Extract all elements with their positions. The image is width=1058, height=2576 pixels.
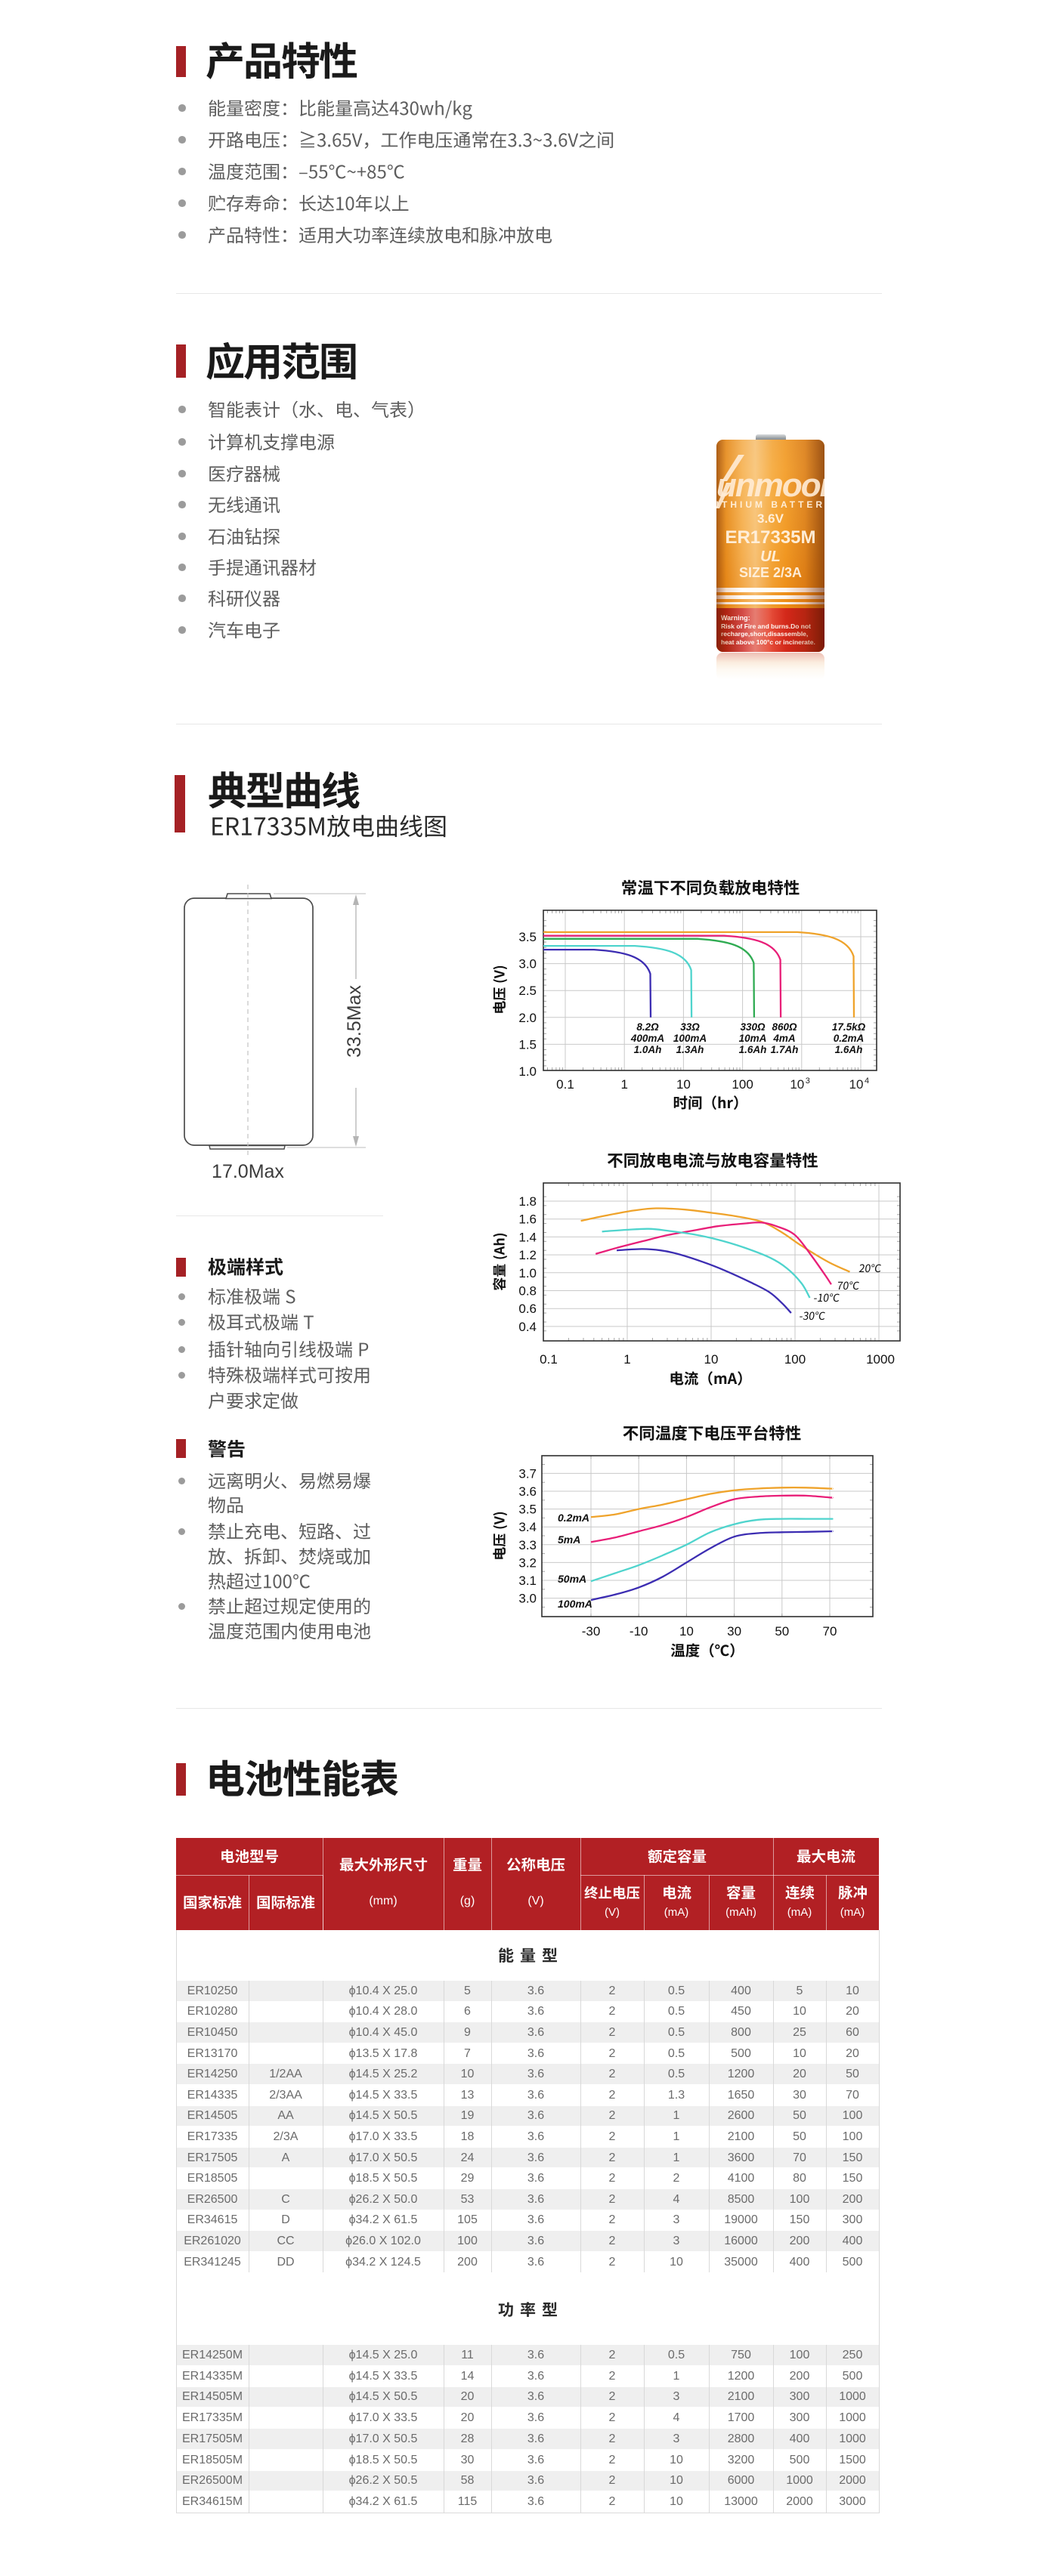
svg-text:33Ω: 33Ω [680, 1021, 700, 1033]
svg-text:70: 70 [823, 1624, 837, 1639]
svg-text:100mA: 100mA [558, 1598, 592, 1610]
svg-text:1.0Ah: 1.0Ah [634, 1044, 662, 1055]
svg-text:4mA: 4mA [772, 1033, 795, 1044]
svg-text:3.0: 3.0 [518, 1592, 537, 1606]
svg-text:330Ω: 330Ω [740, 1021, 766, 1033]
svg-text:10: 10 [790, 1077, 804, 1092]
svg-text:0.8: 0.8 [518, 1284, 537, 1299]
svg-text:-30: -30 [582, 1624, 601, 1639]
svg-text:0.2mA: 0.2mA [558, 1512, 589, 1524]
svg-text:17.5kΩ: 17.5kΩ [832, 1021, 866, 1033]
svg-text:10: 10 [679, 1624, 694, 1639]
svg-text:0.4: 0.4 [518, 1320, 537, 1334]
svg-text:1.0: 1.0 [518, 1064, 537, 1079]
svg-text:2.0: 2.0 [518, 1011, 537, 1025]
svg-text:1.6Ah: 1.6Ah [835, 1044, 863, 1055]
svg-text:1.4: 1.4 [518, 1230, 537, 1244]
svg-text:33.5Max: 33.5Max [344, 985, 365, 1058]
svg-text:860Ω: 860Ω [772, 1021, 797, 1033]
svg-text:0.1: 0.1 [556, 1077, 574, 1092]
svg-text:50: 50 [775, 1624, 789, 1639]
svg-text:100: 100 [784, 1352, 806, 1367]
svg-text:3.6: 3.6 [518, 1484, 537, 1499]
svg-text:1.5: 1.5 [518, 1037, 537, 1052]
svg-text:1.2: 1.2 [518, 1248, 537, 1262]
svg-text:8.2Ω: 8.2Ω [636, 1021, 659, 1033]
svg-text:100mA: 100mA [673, 1033, 707, 1044]
svg-text:10mA: 10mA [739, 1033, 767, 1044]
svg-text:3: 3 [806, 1076, 810, 1086]
svg-text:1.6Ah: 1.6Ah [739, 1044, 767, 1055]
svg-text:1: 1 [620, 1077, 627, 1092]
svg-text:1: 1 [623, 1352, 630, 1367]
svg-text:100: 100 [732, 1077, 753, 1092]
svg-text:3.5: 3.5 [518, 1503, 537, 1517]
svg-text:10: 10 [849, 1077, 864, 1092]
svg-text:0.2mA: 0.2mA [834, 1033, 865, 1044]
svg-text:50mA: 50mA [558, 1573, 586, 1585]
svg-text:30: 30 [727, 1624, 741, 1639]
svg-text:10: 10 [704, 1352, 719, 1367]
svg-text:3.5: 3.5 [518, 930, 537, 944]
svg-text:1000: 1000 [866, 1352, 895, 1367]
svg-text:1.0: 1.0 [518, 1266, 537, 1280]
svg-text:1.6: 1.6 [518, 1212, 537, 1227]
svg-text:4: 4 [865, 1076, 869, 1086]
svg-text:5mA: 5mA [558, 1534, 580, 1546]
svg-text:0.6: 0.6 [518, 1302, 537, 1316]
svg-text:400mA: 400mA [630, 1033, 664, 1044]
svg-text:3.3: 3.3 [518, 1538, 537, 1552]
svg-text:3.2: 3.2 [518, 1555, 537, 1570]
svg-text:3.0: 3.0 [518, 957, 537, 971]
svg-text:3.4: 3.4 [518, 1520, 537, 1534]
svg-text:-10: -10 [630, 1624, 648, 1639]
svg-text:3.1: 3.1 [518, 1574, 537, 1588]
svg-text:17.0Max: 17.0Max [212, 1161, 284, 1182]
svg-text:0.1: 0.1 [540, 1352, 558, 1367]
svg-text:2.5: 2.5 [518, 984, 537, 998]
svg-text:1.3Ah: 1.3Ah [676, 1044, 704, 1055]
svg-text:3.7: 3.7 [518, 1466, 537, 1481]
svg-text:10: 10 [676, 1077, 691, 1092]
svg-text:1.8: 1.8 [518, 1194, 537, 1209]
svg-text:1.7Ah: 1.7Ah [771, 1044, 799, 1055]
